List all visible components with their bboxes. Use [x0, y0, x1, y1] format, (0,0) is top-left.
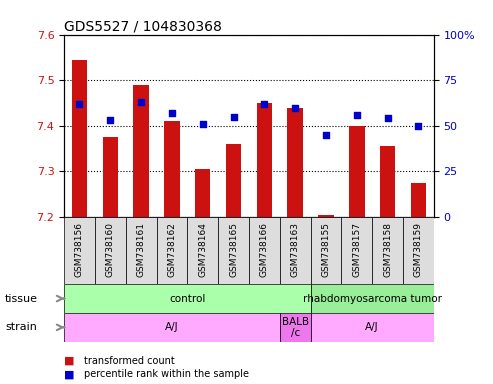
Text: GSM738163: GSM738163	[291, 222, 300, 277]
Text: GSM738159: GSM738159	[414, 222, 423, 277]
Text: GSM738158: GSM738158	[383, 222, 392, 277]
Point	[322, 132, 330, 138]
Text: GDS5527 / 104830368: GDS5527 / 104830368	[64, 20, 222, 33]
Text: BALB
/c: BALB /c	[282, 316, 309, 338]
Text: rhabdomyosarcoma tumor: rhabdomyosarcoma tumor	[303, 293, 442, 304]
Text: GSM738166: GSM738166	[260, 222, 269, 277]
Text: GSM738155: GSM738155	[321, 222, 330, 277]
Text: transformed count: transformed count	[84, 356, 175, 366]
Point	[415, 123, 423, 129]
Bar	[103, 137, 118, 217]
FancyBboxPatch shape	[341, 217, 372, 284]
Bar	[134, 85, 149, 217]
FancyBboxPatch shape	[187, 217, 218, 284]
Point	[75, 101, 83, 107]
FancyBboxPatch shape	[218, 217, 249, 284]
FancyBboxPatch shape	[64, 313, 280, 342]
Text: GSM738162: GSM738162	[168, 222, 176, 277]
FancyBboxPatch shape	[311, 217, 341, 284]
Point	[230, 114, 238, 120]
Text: strain: strain	[5, 322, 37, 333]
Point	[168, 110, 176, 116]
Text: A/J: A/J	[165, 322, 179, 333]
Point	[260, 101, 268, 107]
Point	[106, 117, 114, 123]
Text: GSM738156: GSM738156	[75, 222, 84, 277]
Bar	[411, 183, 426, 217]
Point	[384, 115, 391, 121]
Bar	[349, 126, 364, 217]
FancyBboxPatch shape	[280, 217, 311, 284]
Bar	[257, 103, 272, 217]
Text: GSM738165: GSM738165	[229, 222, 238, 277]
FancyBboxPatch shape	[64, 284, 311, 313]
FancyBboxPatch shape	[311, 313, 434, 342]
Bar	[318, 215, 334, 217]
Text: GSM738157: GSM738157	[352, 222, 361, 277]
Point	[353, 112, 361, 118]
FancyBboxPatch shape	[95, 217, 126, 284]
FancyBboxPatch shape	[372, 217, 403, 284]
Text: GSM738161: GSM738161	[137, 222, 145, 277]
Bar	[226, 144, 241, 217]
Bar	[195, 169, 211, 217]
FancyBboxPatch shape	[403, 217, 434, 284]
Bar	[72, 60, 87, 217]
Text: ■: ■	[64, 369, 74, 379]
Text: percentile rank within the sample: percentile rank within the sample	[84, 369, 249, 379]
Text: ■: ■	[64, 356, 74, 366]
Text: A/J: A/J	[365, 322, 379, 333]
FancyBboxPatch shape	[249, 217, 280, 284]
Bar	[164, 121, 179, 217]
Point	[199, 121, 207, 127]
Bar	[287, 108, 303, 217]
Point	[137, 99, 145, 105]
FancyBboxPatch shape	[280, 313, 311, 342]
Text: tissue: tissue	[5, 293, 38, 304]
FancyBboxPatch shape	[311, 284, 434, 313]
Point	[291, 104, 299, 111]
FancyBboxPatch shape	[126, 217, 157, 284]
FancyBboxPatch shape	[64, 217, 95, 284]
Text: control: control	[169, 293, 206, 304]
Text: GSM738164: GSM738164	[198, 222, 207, 277]
Bar	[380, 146, 395, 217]
FancyBboxPatch shape	[157, 217, 187, 284]
Text: GSM738160: GSM738160	[106, 222, 115, 277]
